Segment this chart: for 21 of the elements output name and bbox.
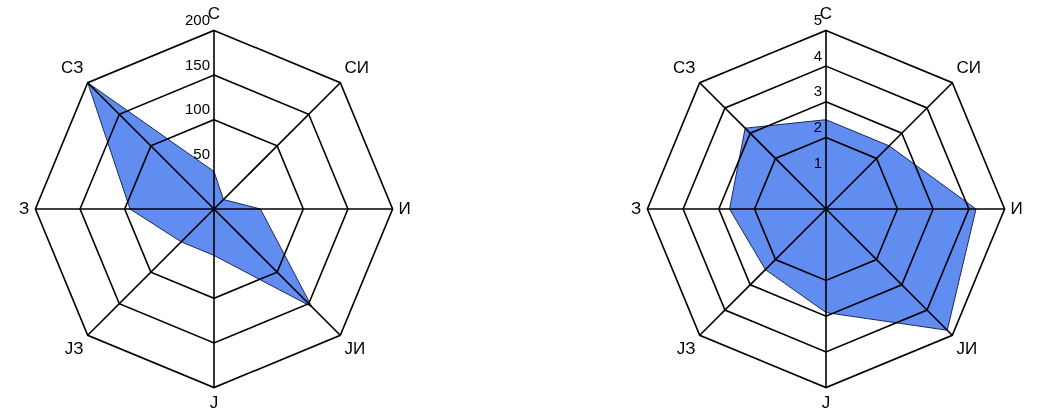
spoke-label: И [398,198,411,218]
spoke-label: З [19,198,30,218]
y-tick-label: 150 [184,55,210,73]
spoke-label: ЈЗ [676,339,696,359]
y-tick-label: 3 [813,82,822,100]
y-tick-label: 2 [813,118,822,136]
spoke-label: СЗ [61,57,84,77]
spoke-label: Ј [209,393,219,413]
spoke-label: СИ [344,57,370,77]
y-tick-label: 4 [813,46,822,64]
spoke-label: СИ [956,57,982,77]
y-tick-label: 1 [813,153,822,171]
spoke-label: ЈИ [956,339,978,359]
spoke-label: ЈИ [344,339,366,359]
spoke-label: ЈЗ [64,339,84,359]
spoke-label: Ј [821,393,831,413]
spoke-label: И [1010,198,1023,218]
y-tick-label: 50 [193,144,210,162]
spoke-label: З [631,198,642,218]
y-tick-label: 100 [184,100,210,118]
spoke-label: СЗ [673,57,696,77]
